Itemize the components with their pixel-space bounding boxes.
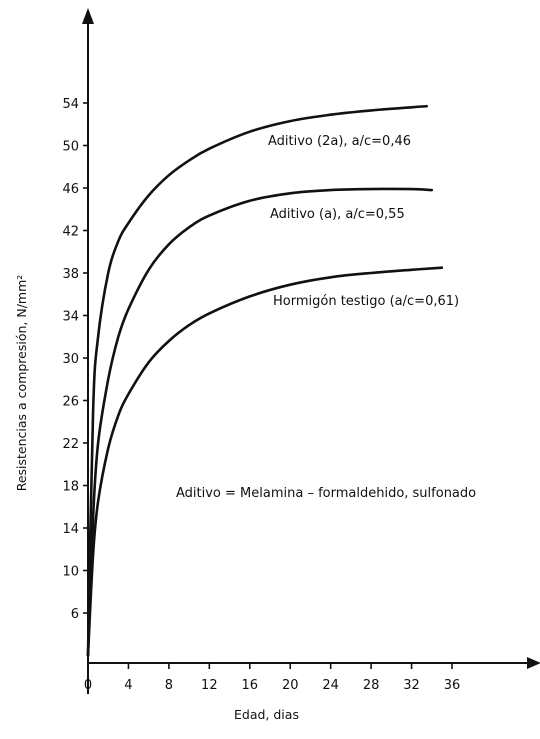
series-label-aditivo-a: Aditivo (a), a/c=0,55 bbox=[270, 207, 405, 222]
y-tick-label: 18 bbox=[62, 480, 79, 495]
y-tick-label: 46 bbox=[62, 182, 79, 197]
series-line-aditivo-2a bbox=[86, 104, 428, 657]
labels: Aditivo (2a), a/c=0,46 Aditivo (a), a/c=… bbox=[14, 134, 476, 722]
y-axis-title: Resistencias a compresión, N/mm² bbox=[14, 275, 29, 492]
series-label-hormigon-testigo: Hormigón testigo (a/c=0,61) bbox=[273, 294, 459, 309]
y-tick-label: 50 bbox=[62, 140, 79, 155]
series-label-aditivo-2a: Aditivo (2a), a/c=0,46 bbox=[268, 134, 411, 149]
y-axis-arrow bbox=[82, 8, 94, 24]
y-tick-label: 6 bbox=[71, 607, 79, 622]
curves bbox=[86, 104, 444, 657]
annotation-aditivo-melamina: Aditivo = Melamina – formaldehido, sulfo… bbox=[176, 486, 476, 501]
axes bbox=[82, 8, 540, 694]
x-tick-label: 20 bbox=[282, 678, 299, 693]
y-tick-label: 22 bbox=[62, 437, 79, 452]
ticks: 0 4 8 12 16 20 24 28 32 36 54 50 46 42 38 34 30 26 22 18 14 1… bbox=[62, 97, 460, 693]
y-tick-label: 14 bbox=[62, 522, 79, 537]
x-axis-arrow bbox=[527, 657, 540, 669]
x-tick-label: 4 bbox=[124, 678, 132, 693]
series-line-hormigon-testigo bbox=[86, 266, 444, 657]
x-tick-label: 28 bbox=[363, 678, 380, 693]
x-tick-label: 32 bbox=[403, 678, 420, 693]
series-line-aditivo-a bbox=[86, 187, 434, 657]
y-tick-label: 34 bbox=[62, 310, 79, 325]
y-tick-label: 38 bbox=[62, 267, 79, 282]
x-tick-label: 16 bbox=[242, 678, 259, 693]
y-tick-label: 26 bbox=[62, 395, 79, 410]
y-tick-label: 30 bbox=[62, 352, 79, 367]
x-tick-label: 8 bbox=[165, 678, 173, 693]
y-tick-label: 10 bbox=[62, 565, 79, 580]
x-tick-label: 12 bbox=[201, 678, 218, 693]
y-tick-label: 42 bbox=[62, 225, 79, 240]
x-axis-title: Edad, dias bbox=[234, 707, 299, 722]
x-tick-label: 0 bbox=[84, 678, 92, 693]
x-tick-label: 36 bbox=[444, 678, 461, 693]
y-tick-label: 54 bbox=[62, 97, 79, 112]
x-tick-label: 24 bbox=[322, 678, 339, 693]
